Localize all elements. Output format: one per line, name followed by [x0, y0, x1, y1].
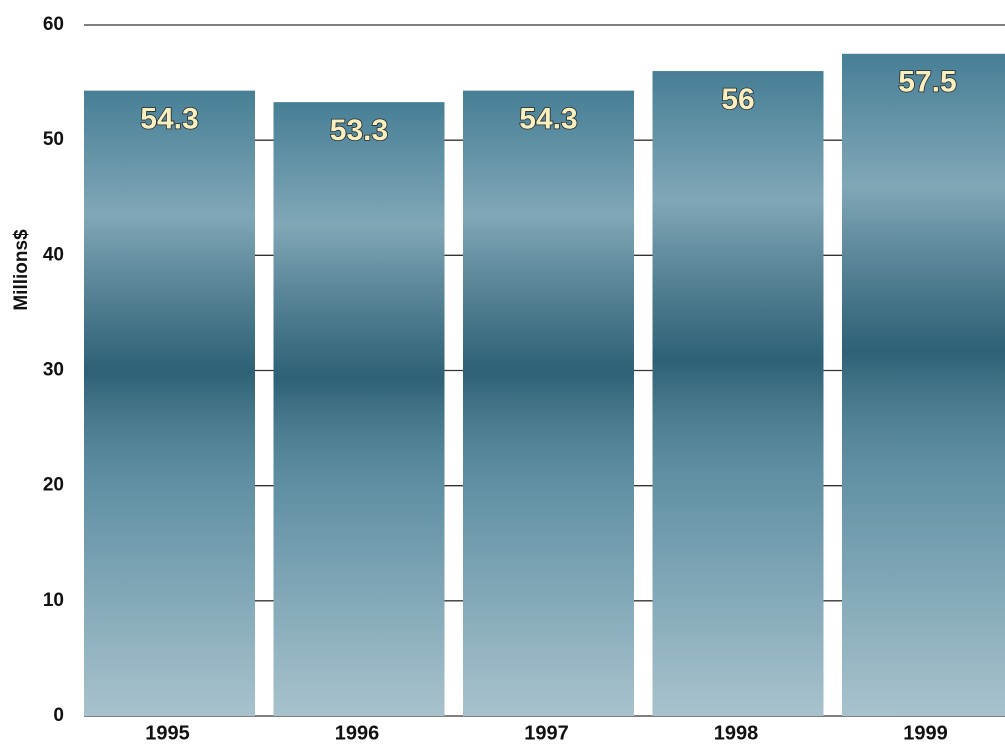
value-label: 54.3	[140, 103, 198, 136]
x-tick-label: 1995	[145, 722, 190, 744]
bar-texture	[842, 54, 1005, 716]
value-label: 54.3	[519, 103, 577, 136]
x-tick-label: 1998	[714, 722, 759, 744]
x-tick-label: 1999	[903, 722, 948, 744]
y-tick-label: 50	[43, 129, 64, 150]
y-tick-label: 0	[53, 705, 64, 726]
x-tick-label: 1997	[524, 722, 569, 744]
chart: Millions$ 0 10 20 30 40 50 60 54.3 1995 53.3 1996 5…	[0, 0, 1005, 744]
value-label: 56	[721, 83, 754, 116]
bar-texture	[84, 91, 255, 716]
y-tick-label: 60	[43, 14, 64, 35]
x-tick-label: 1996	[335, 722, 380, 744]
bar-texture	[463, 91, 634, 716]
page: {"chart_data": {"type": "bar", "y_label"…	[0, 0, 1005, 744]
bar-texture	[274, 102, 445, 716]
value-label: 53.3	[330, 114, 388, 147]
bar-texture	[653, 71, 824, 716]
y-tick-label: 30	[43, 360, 64, 381]
y-tick-label: 40	[43, 244, 64, 265]
y-axis-label: Millions$	[11, 229, 32, 311]
y-tick-label: 10	[43, 590, 64, 611]
y-tick-label: 20	[43, 475, 64, 496]
value-label: 57.5	[898, 66, 956, 99]
